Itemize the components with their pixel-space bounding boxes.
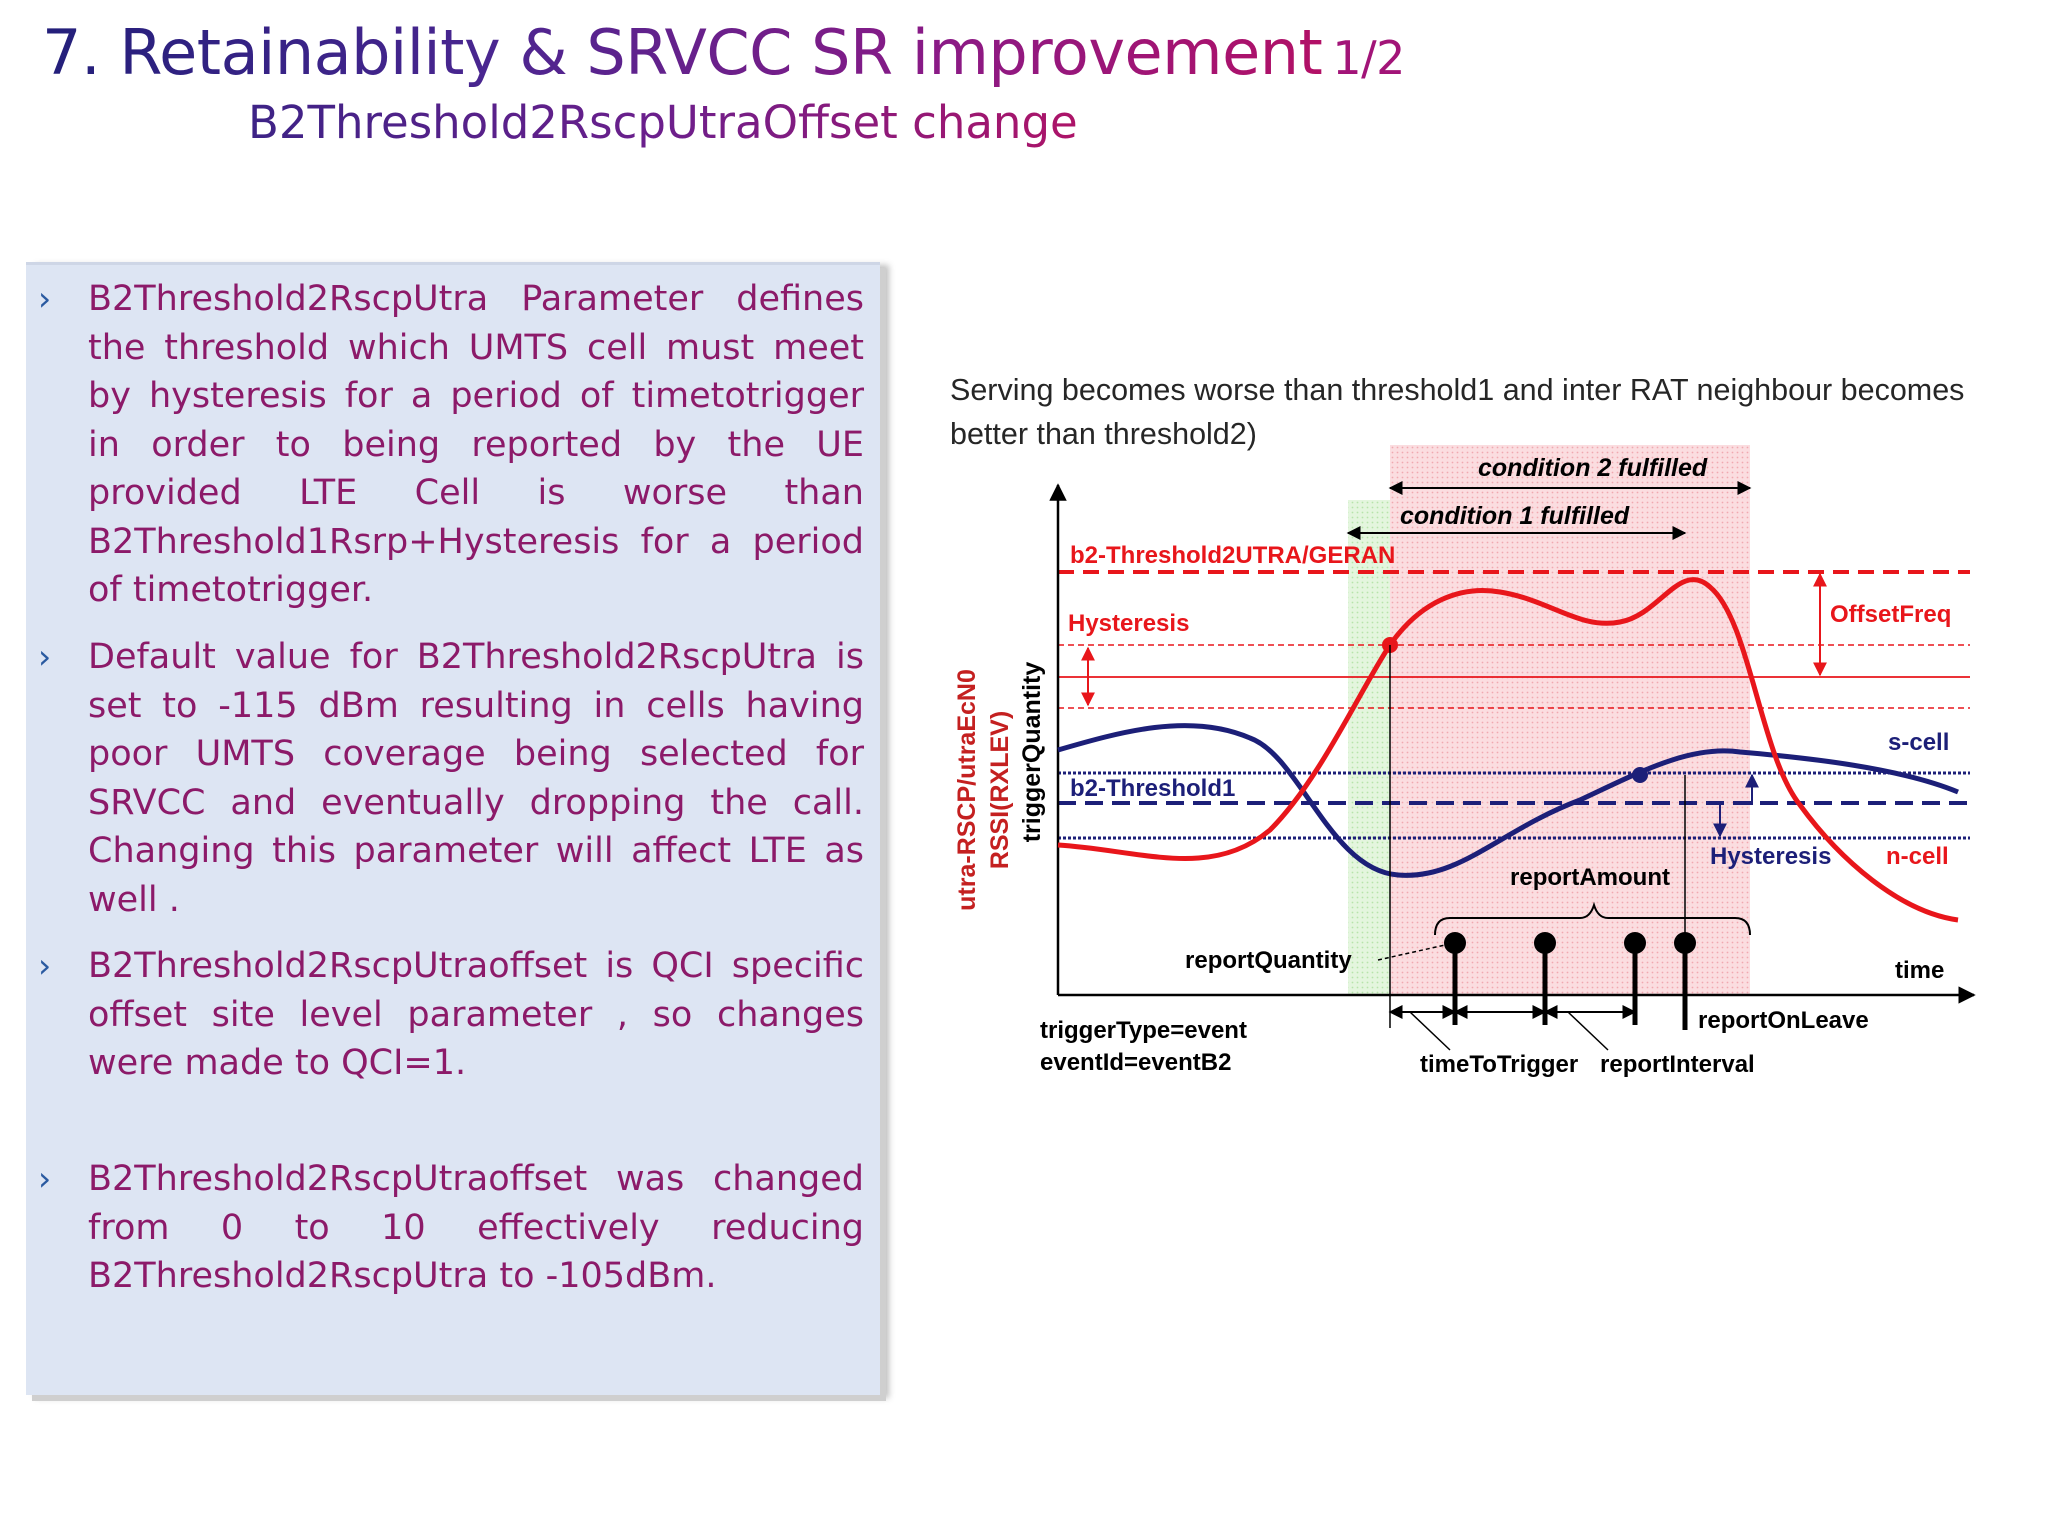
time-to-trigger-leader	[1409, 1011, 1451, 1051]
y-axis-label-2: RSSI(RXLEV)	[986, 711, 1014, 869]
n-cell-curve	[1057, 577, 1959, 923]
event-b2-diagram: condition 2 fulfilled condition 1 fulfil…	[953, 445, 1976, 1078]
bullet-item: › Default value for B2Threshold2RscpUtra…	[26, 633, 880, 924]
report-interval-label: reportInterval	[1600, 1051, 1755, 1078]
bullet-panel: › B2Threshold2RscpUtra Parameter defines…	[26, 262, 880, 1395]
report-interval-leader	[1567, 1011, 1609, 1051]
hysteresis-bottom-label: Hysteresis	[1710, 843, 1831, 870]
bullet-item: › B2Threshold2RscpUtraoffset was changed…	[26, 1155, 880, 1301]
report-amount-label: reportAmount	[1510, 864, 1670, 891]
report-quantity-label: reportQuantity	[1185, 947, 1352, 974]
time-label: time	[1895, 957, 1944, 984]
bullet-text: B2Threshold2RscpUtra Parameter defines t…	[88, 279, 864, 610]
condition1-label: condition 1 fulfilled	[1400, 502, 1630, 530]
chevron-right-icon: ›	[38, 279, 52, 318]
n-cell-label: n-cell	[1886, 843, 1949, 870]
figure-caption: Serving becomes worse than threshold1 an…	[950, 373, 1965, 451]
y-axis-label-1: utra-RSCP/utraEcN0	[953, 669, 981, 911]
b2-threshold2-label: b2-Threshold2UTRA/GERAN	[1070, 542, 1395, 569]
offset-freq-label: OffsetFreq	[1830, 601, 1951, 628]
report-amount-brace	[1434, 901, 1751, 936]
bullet-text: Default value for B2Threshold2RscpUtra i…	[88, 637, 864, 920]
title-part-indicator: 1/2	[1332, 31, 1405, 85]
bullet-text: B2Threshold2RscpUtraoffset is QCI specif…	[88, 946, 864, 1083]
trigger-type-label: triggerType=event	[1040, 1017, 1247, 1044]
hysteresis-top-label: Hysteresis	[1068, 610, 1189, 637]
title-text: 7. Retainability & SRVCC SR improvement	[42, 16, 1323, 89]
chevron-right-icon: ›	[38, 637, 52, 676]
bullet-text: B2Threshold2RscpUtraoffset was changed f…	[88, 1159, 864, 1296]
b2-threshold1-label: b2-Threshold1	[1070, 775, 1235, 802]
s-cell-trigger-point	[1632, 767, 1648, 783]
time-to-trigger-label: timeToTrigger	[1420, 1051, 1578, 1078]
event-b2-figure: Serving becomes worse than threshold1 an…	[940, 360, 2020, 1120]
y-axis-label-3: triggerQuantity	[1018, 662, 1046, 843]
report-quantity-leader	[1377, 944, 1446, 961]
chevron-right-icon: ›	[38, 946, 52, 985]
report-marker	[1624, 932, 1646, 954]
condition2-label: condition 2 fulfilled	[1478, 454, 1708, 482]
s-cell-curve	[1057, 723, 1959, 878]
condition1-zone	[1348, 500, 1390, 995]
bullet-item: › B2Threshold2RscpUtraoffset is QCI spec…	[26, 942, 880, 1088]
report-marker	[1534, 932, 1556, 954]
chevron-right-icon: ›	[38, 1159, 52, 1198]
event-id-label: eventId=eventB2	[1040, 1049, 1231, 1076]
page-subtitle: B2Threshold2RscpUtraOffset change	[248, 96, 1078, 149]
s-cell-label: s-cell	[1888, 729, 1949, 756]
bullet-item: › B2Threshold2RscpUtra Parameter defines…	[26, 275, 880, 615]
report-on-leave-label: reportOnLeave	[1698, 1007, 1869, 1034]
report-marker	[1444, 932, 1466, 954]
page-title: 7. Retainability & SRVCC SR improvement 1…	[42, 16, 1405, 89]
